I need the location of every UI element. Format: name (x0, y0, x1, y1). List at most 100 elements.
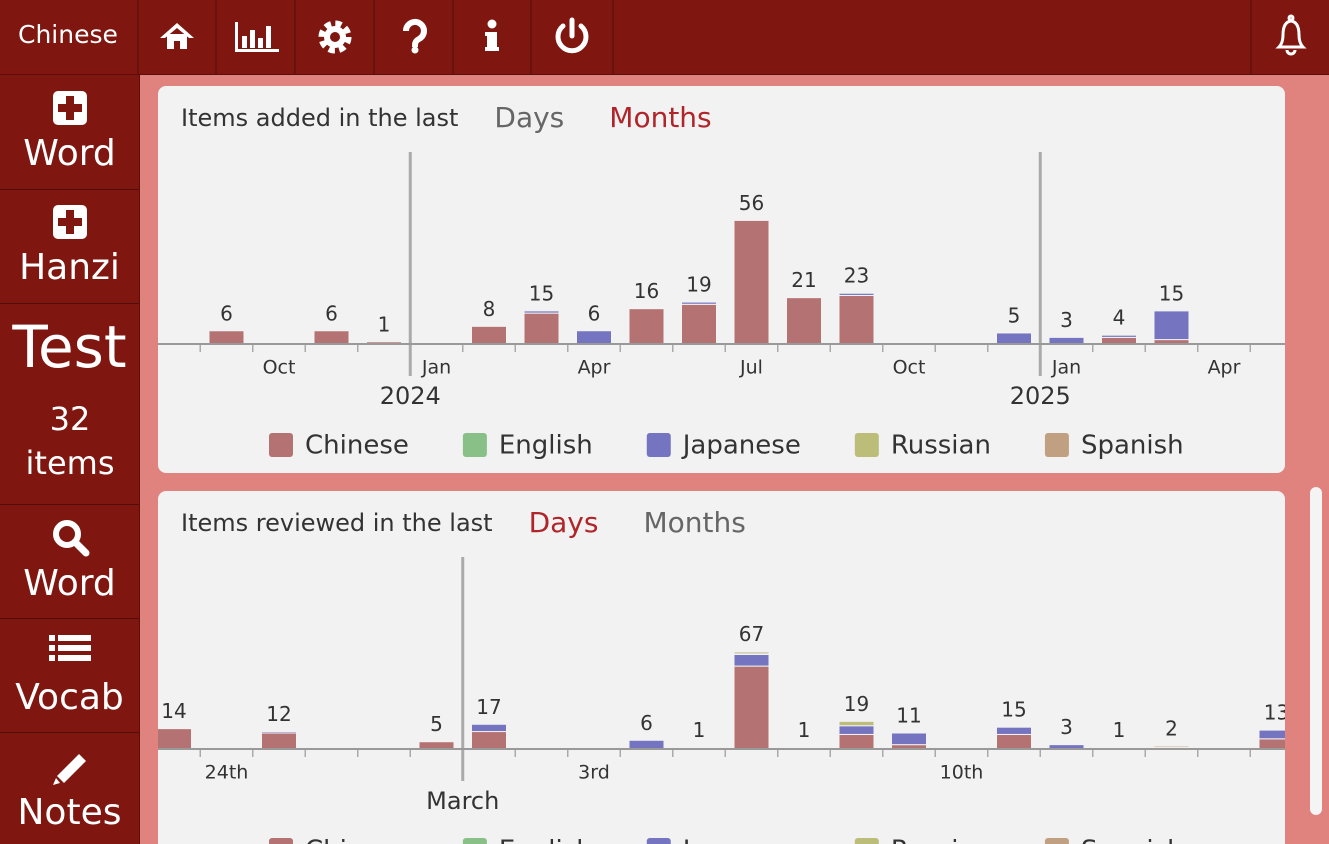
legend-label[interactable]: Japanese (681, 431, 801, 461)
total-label: 19 (844, 692, 869, 716)
vocab-button[interactable]: Vocab (15, 677, 124, 718)
legend-swatch (1044, 433, 1069, 457)
stats-icon[interactable] (235, 22, 279, 52)
legend-swatch (462, 838, 487, 844)
bar-segment (471, 325, 507, 345)
bar-segment (733, 665, 770, 750)
bar-segment (838, 292, 875, 296)
notes-button[interactable]: Notes (17, 792, 122, 833)
total-label: 3 (1060, 308, 1073, 332)
tab[interactable]: Days (529, 506, 599, 539)
bar-segment (733, 653, 770, 667)
bar-segment (261, 732, 297, 750)
home-icon[interactable] (160, 23, 194, 49)
language-button[interactable]: Chinese (18, 20, 118, 49)
legend-label[interactable]: Chinese (305, 836, 409, 844)
bar-segment (891, 732, 927, 746)
legend-label[interactable]: Japanese (681, 836, 801, 844)
help-icon[interactable] (402, 18, 427, 54)
bar-segment (838, 294, 875, 345)
total-label: 6 (220, 301, 233, 325)
x-tick-label: Jan (1051, 357, 1081, 379)
bar-segment (786, 297, 822, 345)
bar-segment (1153, 745, 1190, 749)
legend-label[interactable]: Russian (891, 431, 991, 461)
total-label: 5 (1008, 303, 1021, 327)
scrollbar[interactable] (1310, 487, 1322, 815)
legend-swatch (854, 838, 879, 844)
bar-segment (523, 312, 560, 345)
search-word-button[interactable]: Word (23, 563, 116, 604)
total-label: 1 (1113, 718, 1126, 742)
legend-swatch (1044, 838, 1069, 844)
panel: Items added in the last Days Months 2024 202… (158, 86, 1285, 473)
chart: Items reviewed in the last Days Months Marc… (158, 506, 1285, 844)
add-hanzi-button[interactable]: Hanzi (19, 247, 120, 288)
total-label: 1 (693, 718, 706, 742)
bar-segment (1153, 310, 1190, 341)
legend-swatch (269, 433, 293, 457)
bar-segment (1258, 729, 1285, 740)
total-label: 15 (529, 281, 554, 305)
bar-segment (733, 651, 770, 654)
tab[interactable]: Months (609, 101, 711, 134)
total-label: 14 (161, 699, 186, 723)
x-tick-label: Jul (739, 357, 763, 379)
bar-segment (158, 728, 192, 750)
bar-segment (996, 733, 1032, 750)
x-tick-label: Oct (263, 357, 296, 379)
total-label: 67 (739, 622, 764, 646)
bar-segment (523, 310, 560, 314)
chart: Items added in the last Days Months 2024 202… (158, 101, 1285, 461)
tab[interactable]: Days (494, 101, 564, 134)
x-tick-label: Jan (421, 357, 451, 379)
legend-label[interactable]: Spanish (1081, 431, 1184, 461)
x-tick-label: 3rd (578, 762, 610, 784)
bar-segment (838, 725, 875, 735)
total-label: 5 (430, 712, 443, 736)
bar-segment (576, 330, 612, 345)
panel: Items reviewed in the last Days Months Marc… (158, 491, 1285, 844)
legend-swatch (269, 838, 293, 844)
legend-swatch (854, 433, 879, 457)
bar-segment (208, 330, 245, 345)
total-label: 23 (844, 264, 869, 288)
info-icon[interactable] (485, 19, 499, 52)
bar-segment (996, 726, 1032, 735)
panel-title: Items added in the last (181, 104, 458, 132)
settings-icon[interactable] (318, 20, 352, 54)
legend-label[interactable]: Russian (891, 836, 991, 844)
legend-swatch (462, 433, 487, 457)
notifications-icon[interactable] (1275, 14, 1307, 56)
power-icon[interactable] (555, 17, 589, 54)
legend-swatch (646, 433, 671, 457)
panel-title: Items reviewed in the last (181, 509, 493, 537)
legend-label[interactable]: English (499, 836, 593, 844)
period-label: March (426, 787, 499, 815)
toolbar-icons (137, 0, 1307, 74)
top-bar: Chinese (0, 0, 1329, 75)
x-tick-label: Apr (578, 357, 611, 379)
bar-segment (681, 301, 717, 305)
sidebar: Word Hanzi Test 32 items Word Vocab Note… (0, 75, 140, 844)
total-label: 1 (798, 718, 811, 742)
legend-label[interactable]: Chinese (305, 431, 409, 461)
legend-label[interactable]: English (499, 431, 593, 461)
bar-segment (1101, 334, 1137, 338)
total-label: 11 (896, 704, 921, 728)
tab[interactable]: Months (643, 506, 745, 539)
total-label: 17 (476, 695, 501, 719)
bar-segment (628, 308, 665, 345)
period-label: 2025 (1010, 382, 1071, 410)
total-label: 1 (378, 312, 391, 336)
legend-label[interactable]: Spanish (1081, 836, 1184, 844)
period-label: 2024 (380, 382, 441, 410)
total-label: 2 (1165, 717, 1178, 741)
bar-segment (418, 741, 455, 750)
add-word-button[interactable]: Word (23, 133, 116, 174)
legend-swatch (646, 838, 671, 844)
x-tick-label: Oct (893, 357, 926, 379)
bar-segment (681, 303, 717, 345)
test-button[interactable]: Test (12, 313, 127, 381)
